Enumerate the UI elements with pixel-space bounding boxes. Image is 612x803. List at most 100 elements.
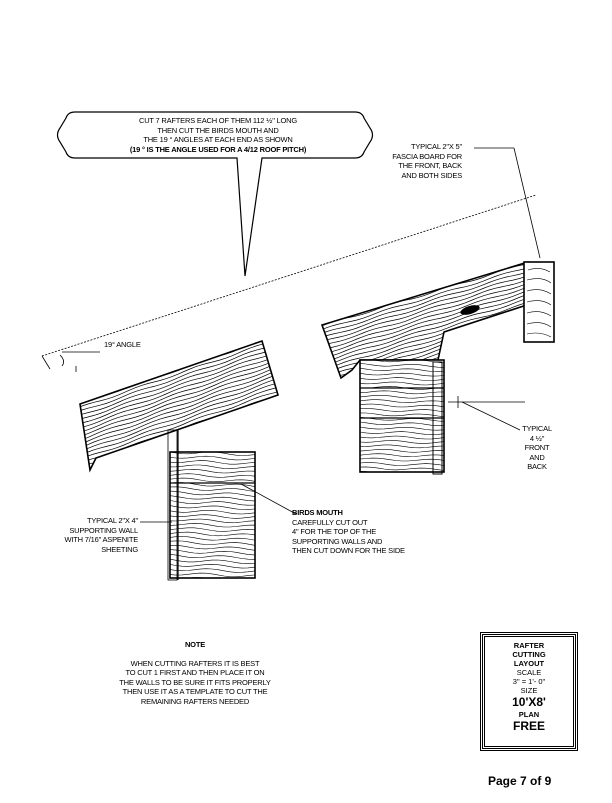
fascia-leader [474, 147, 541, 259]
scale-label: SCALE [516, 668, 542, 677]
size-value: 10'X8' [512, 695, 546, 709]
typical-side-line-3: FRONT [524, 443, 550, 452]
wood-grain-line [80, 351, 278, 427]
callout-bubble [56, 111, 374, 277]
wall-line-3: WITH 7/16" ASPENITE [64, 535, 139, 544]
wood-grain-line [170, 464, 255, 469]
wood-grain-line [170, 568, 255, 573]
wood-grain-line [170, 490, 255, 497]
birds-mouth-line-4: THEN CUT DOWN FOR THE SIDE [292, 546, 405, 555]
wood-grain-line [322, 274, 542, 348]
wall-line-2: SUPPORTING WALL [69, 525, 138, 535]
wood-grain-line [322, 269, 542, 344]
typical-side-line-2: 4 ½" [529, 433, 545, 443]
wood-grain-line [170, 500, 255, 506]
wood-grain-line [360, 395, 444, 399]
wood-grain-line [170, 473, 255, 478]
wood-grain-line [170, 482, 255, 487]
wood-grain-line [80, 367, 278, 444]
wood-grain-line [360, 457, 444, 462]
wood-grain-line [80, 363, 278, 440]
wood-grain-line [322, 262, 542, 333]
title-block-frame [480, 632, 578, 751]
scale-value: 3" = 1'- 0" [512, 677, 546, 686]
wood-grain-line [80, 355, 278, 431]
title-block-line-3: LAYOUT [513, 659, 545, 668]
wood-grain-line [170, 514, 255, 519]
fascia-line-3: THE FRONT, BACK [398, 161, 462, 170]
wood-grain-line [322, 283, 542, 356]
fascia-line-2: FASCIA BOARD FOR [392, 151, 462, 161]
wood-grain-line [80, 359, 278, 435]
birds-mouth-label: BIRDS MOUTH CAREFULLY CUT OUT 4" FOR THE… [292, 508, 442, 556]
wood-grain-line [170, 477, 255, 483]
wood-grain-line [360, 444, 444, 449]
size-label: SIZE [520, 686, 538, 695]
typical-side-line-5: BACK [527, 462, 547, 471]
fascia-line-4: AND BOTH SIDES [401, 170, 462, 180]
wood-grain-line [170, 523, 255, 528]
wood-grain-line [322, 295, 542, 369]
fascia-label: TYPICAL 2"X 5" FASCIA BOARD FOR THE FRON… [350, 142, 462, 180]
wood-grain-line [360, 390, 444, 395]
wood-grain-line [170, 531, 255, 537]
wood-grain-line [170, 510, 255, 515]
wood-grain-line [80, 344, 278, 419]
fascia-board [523, 261, 555, 343]
title-block-line-1: RAFTER [513, 641, 545, 650]
birds-mouth-line-3: SUPPORTING WALLS AND [292, 536, 383, 546]
wood-grain-line [170, 518, 255, 524]
wood-grain-line [80, 376, 278, 453]
dimension-line [41, 194, 537, 372]
wall-line-4: SHEETING [101, 544, 138, 554]
wood-grain-line [80, 341, 278, 412]
wood-grain-line [360, 381, 444, 386]
wood-grain-line [360, 453, 444, 458]
birds-mouth-line-2: 4" FOR THE TOP OF THE [292, 527, 377, 536]
wood-grain-line [322, 262, 542, 337]
wood-grain-line [170, 495, 255, 502]
wood-grain-line [322, 278, 542, 352]
callout-line-2: THEN CUT THE BIRDS MOUTH AND [157, 125, 279, 135]
wood-grain-line [170, 527, 255, 532]
wood-grain-line [170, 564, 255, 569]
wood-grain-line [170, 486, 255, 492]
wood-grain-line [322, 291, 542, 365]
wood-grain-line [371, 360, 444, 364]
wood-grain-line [80, 389, 278, 464]
note-block: NOTE WHEN CUTTING RAFTERS IT IS BEST TO … [100, 640, 290, 706]
wood-grain-line [80, 371, 278, 449]
title-block-inner [484, 636, 574, 747]
note-line-1: WHEN CUTTING RAFTERS IT IS BEST [130, 658, 260, 668]
note-title: NOTE [184, 640, 206, 649]
note-line-4: THEN USE IT AS A TEMPLATE TO CUT THE [122, 687, 268, 696]
wood-grain-line [360, 448, 444, 453]
wood-grain-line [360, 466, 444, 471]
wood-grain-line [360, 435, 444, 440]
wood-grain-line [80, 347, 278, 423]
wood-grain-line [360, 417, 444, 422]
wood-grain-line [170, 545, 255, 551]
wood-grain-line [360, 386, 444, 390]
callout-text: CUT 7 RAFTERS EACH OF THEM 112 ½" LONG T… [72, 116, 364, 154]
wood-grain-line [170, 549, 255, 556]
left-wall [167, 429, 256, 581]
page-number: Page 7 of 9 [488, 774, 552, 788]
typical-side-line-1: TYPICAL [522, 424, 552, 433]
wood-grain-line [360, 440, 444, 444]
wood-grain-line [80, 380, 278, 457]
wood-grain-line [360, 403, 444, 408]
wood-grain-line [80, 341, 278, 415]
wood-grain-line [170, 455, 255, 461]
birds-mouth-line-1: CAREFULLY CUT OUT [292, 517, 368, 527]
wood-grain-line [170, 536, 255, 541]
wood-grain-line [322, 287, 542, 361]
wood-grain-line [360, 412, 444, 417]
wall-line-1: TYPICAL 2"X 4" [86, 516, 138, 525]
wood-grain-line [360, 426, 444, 431]
wood-grain-line [360, 367, 444, 373]
typical-side-label: TYPICAL 4 ½" FRONT AND BACK [512, 424, 562, 472]
wood-grain-line [80, 384, 278, 461]
fascia-line-1: TYPICAL 2"X 5" [410, 142, 462, 151]
